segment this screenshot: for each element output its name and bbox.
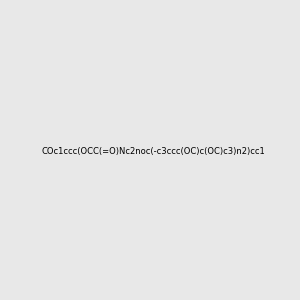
Text: COc1ccc(OCC(=O)Nc2noc(-c3ccc(OC)c(OC)c3)n2)cc1: COc1ccc(OCC(=O)Nc2noc(-c3ccc(OC)c(OC)c3)… — [42, 147, 266, 156]
